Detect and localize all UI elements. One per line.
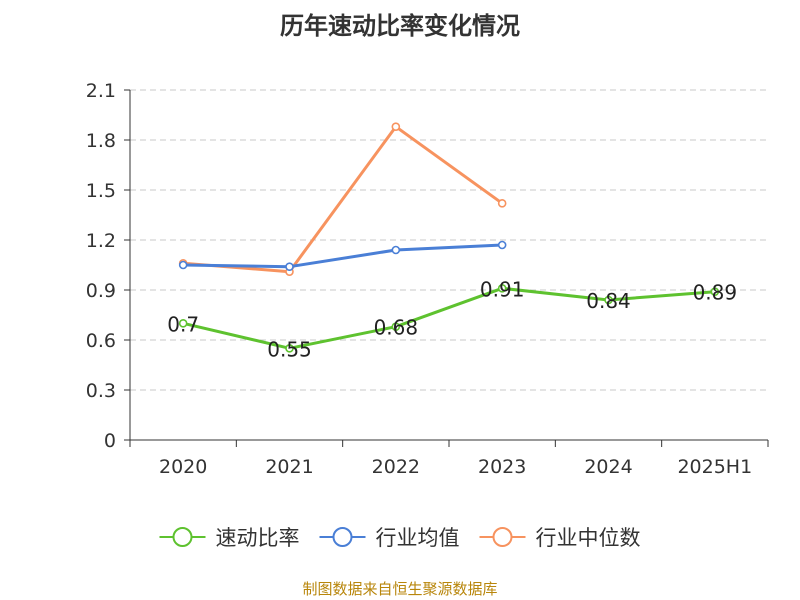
data-point: [391, 245, 401, 255]
x-tick-label: 2025H1: [677, 456, 752, 478]
y-tick-label: 0.6: [86, 330, 116, 352]
y-tick-label: 1.5: [86, 180, 116, 202]
y-tick-label: 1.8: [86, 130, 116, 152]
data-point: [497, 240, 507, 250]
legend-label[interactable]: 行业中位数: [536, 526, 641, 550]
x-tick-label: 2022: [372, 456, 420, 478]
series-line-1: [182, 286, 715, 350]
data-point: [178, 260, 188, 270]
data-point: [497, 284, 507, 293]
data-point: [604, 295, 613, 305]
chart-title: 历年速动比率变化情况: [280, 12, 520, 40]
y-tick-label: 0.9: [86, 280, 116, 302]
data-label: 0.89: [693, 281, 738, 305]
data-point: [391, 322, 401, 331]
x-tick-label: 2024: [584, 456, 632, 478]
data-label: 0.7: [167, 312, 199, 336]
data-point: [178, 319, 188, 328]
data-point: [391, 122, 401, 131]
data-label: 0.91: [480, 277, 525, 301]
x-tick-label: 2023: [478, 456, 526, 478]
data-label: 0.68: [374, 316, 419, 340]
data-point: [710, 287, 720, 296]
y-tick-label: 0: [104, 430, 116, 452]
series-line-3: [183, 125, 504, 274]
legend-symbol-marker[interactable]: [332, 527, 353, 547]
data-point: [285, 344, 294, 353]
legend-label[interactable]: 速动比率: [216, 526, 300, 550]
data-label: 0.84: [586, 289, 631, 313]
x-tick-label: 2020: [159, 456, 207, 478]
legend-symbol-marker[interactable]: [492, 527, 513, 547]
y-tick-label: 0.3: [86, 380, 116, 402]
legend-symbol-marker[interactable]: [172, 527, 193, 547]
y-tick-label: 2.1: [86, 80, 116, 102]
data-point: [285, 262, 294, 271]
y-tick-label: 1.2: [86, 230, 116, 252]
source-footer: 制图数据来自恒生聚源数据库: [302, 580, 498, 598]
series-line-2: [183, 243, 503, 269]
data-label: 0.55: [267, 337, 312, 361]
legend-label[interactable]: 行业均值: [376, 526, 460, 550]
data-point: [497, 199, 507, 208]
x-tick-label: 2021: [265, 456, 313, 478]
